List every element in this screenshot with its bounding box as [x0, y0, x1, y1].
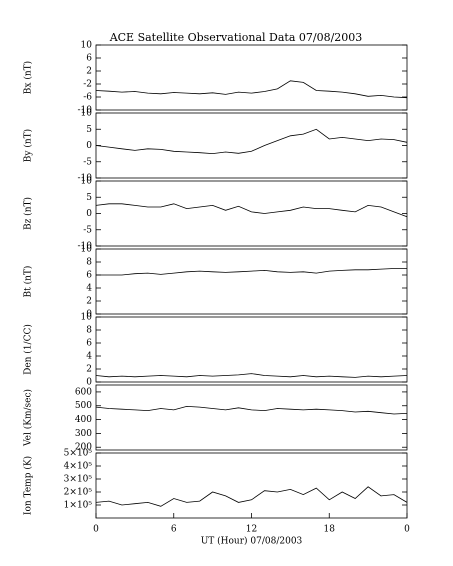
data-line: [95, 203, 408, 218]
panel-frame: [95, 248, 408, 315]
y-tick-label: 0: [86, 141, 92, 151]
y-tick-label: 8: [86, 258, 92, 268]
y-tick-label: 600: [75, 387, 92, 397]
data-line: [95, 486, 408, 507]
y-tick-label: -10: [78, 242, 93, 252]
data-line: [96, 268, 407, 276]
y-tick-label: 8: [86, 326, 92, 336]
y-axis-label: Vel (Km/sec): [23, 389, 34, 447]
y-tick-label: 2×10⁵: [64, 488, 93, 498]
y-tick-label: 5: [86, 193, 92, 203]
y-tick-label: 6: [86, 271, 92, 281]
panel-frame: [95, 452, 408, 519]
y-axis-label: Bt (nT): [23, 266, 34, 298]
y-tick-label: -6: [83, 93, 92, 103]
panel-frame: [95, 112, 408, 179]
x-tick-label: 6: [171, 525, 177, 535]
y-tick-label: 2: [86, 297, 92, 307]
y-tick-label: -2: [83, 80, 92, 90]
y-tick-label: 10: [81, 313, 93, 323]
x-tick-label: 12: [246, 525, 257, 535]
data-line: [95, 405, 408, 415]
x-tick-label: 0: [93, 525, 99, 535]
x-axis-label: UT (Hour) 07/08/2003: [201, 536, 303, 547]
y-axis-label: Bx (nT): [23, 61, 34, 94]
y-tick-label: 3×10⁵: [64, 475, 93, 485]
y-tick-label: 1×10⁵: [64, 501, 93, 511]
y-tick-label: 4×10⁵: [64, 462, 93, 472]
y-axis-label: Bz (nT): [23, 197, 34, 230]
y-axis-label: Den (1/CC): [23, 324, 34, 375]
y-tick-label: 10: [81, 245, 93, 255]
x-tick-label: 0: [404, 525, 410, 535]
panel-frame: [95, 316, 408, 383]
panel-frame: [95, 180, 408, 247]
y-tick-label: 10: [81, 177, 93, 187]
chart-title: ACE Satellite Observational Data 07/08/2…: [109, 31, 363, 44]
y-tick-label: 2: [86, 365, 92, 375]
y-tick-label: 0: [86, 209, 92, 219]
x-tick-label: 18: [324, 525, 336, 535]
y-tick-label: 4: [86, 352, 92, 362]
y-tick-label: -5: [83, 225, 92, 235]
data-line: [95, 373, 408, 378]
y-tick-label: 500: [75, 401, 92, 411]
y-tick-label: 200: [75, 443, 92, 453]
y-tick-label: -5: [83, 157, 92, 167]
panel-frame: [95, 384, 408, 451]
y-axis-label: By (nT): [23, 129, 34, 162]
y-tick-label: 0: [86, 378, 92, 388]
data-line: [95, 80, 408, 99]
y-tick-label: 10: [81, 41, 93, 51]
y-axis-label: Ion Temp (K): [23, 456, 34, 515]
y-tick-label: 6: [86, 54, 92, 64]
y-tick-label: 300: [75, 429, 92, 439]
panel-frame: [95, 44, 408, 111]
y-tick-label: -10: [78, 106, 93, 116]
y-tick-label: 6: [86, 339, 92, 349]
y-tick-label: 5×10⁵: [64, 449, 93, 459]
y-tick-label: 5: [86, 125, 92, 135]
y-tick-label: 4: [86, 284, 92, 294]
y-tick-label: 0: [86, 310, 92, 320]
y-tick-label: 2: [86, 67, 92, 77]
y-tick-label: 400: [75, 415, 92, 425]
y-tick-label: -10: [78, 174, 93, 184]
data-line: [95, 128, 408, 155]
y-tick-label: 10: [81, 109, 93, 119]
